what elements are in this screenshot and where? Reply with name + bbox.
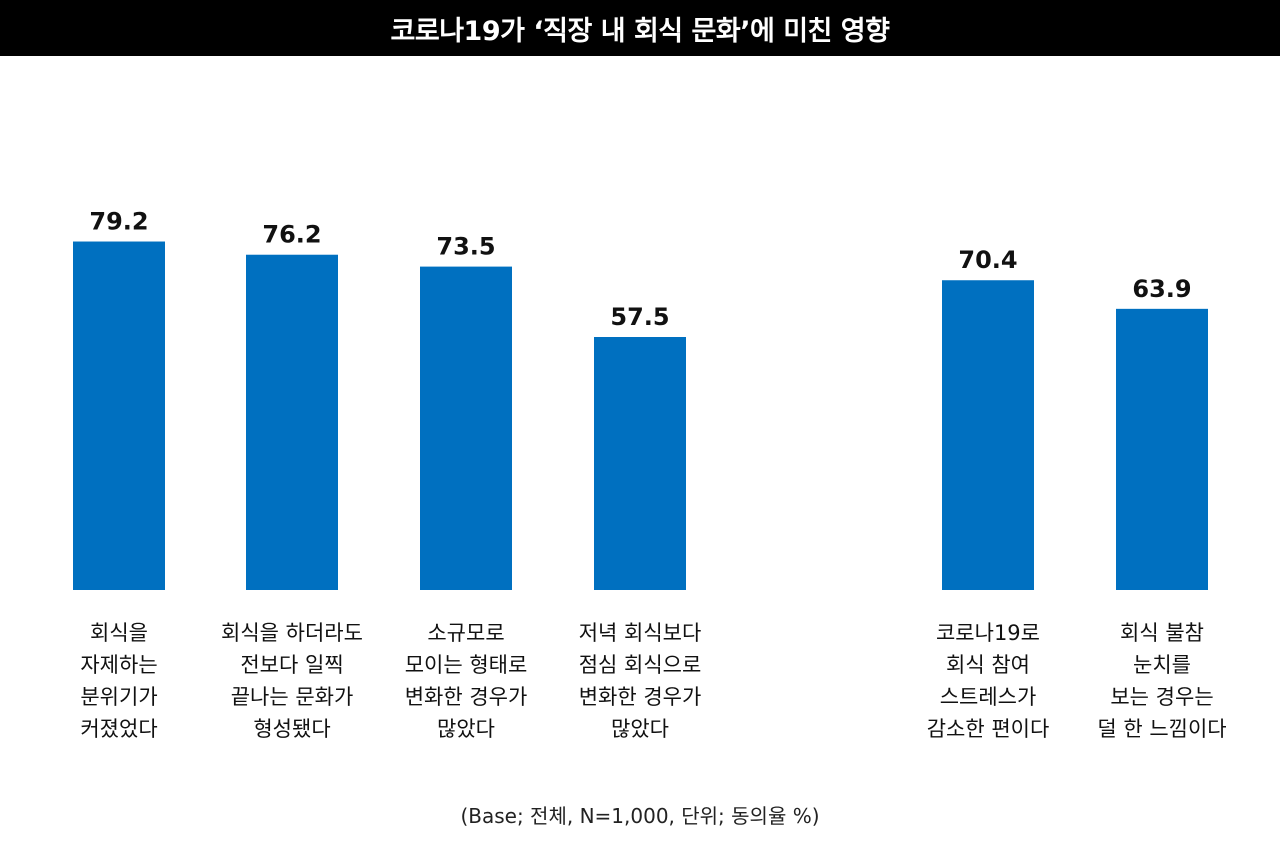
category-label-2: 회식을 하더라도 전보다 일찍 끝나는 문화가 형성됐다 <box>221 621 363 741</box>
category-label-3: 소규모로 모이는 형태로 변화한 경우가 많았다 <box>404 621 528 741</box>
category-label-4: 저녁 회식보다 점심 회식으로 변화한 경우가 많았다 <box>578 621 702 741</box>
bar-6 <box>1116 308 1208 590</box>
bar-1 <box>73 241 165 590</box>
data-label-1: 79.2 <box>89 208 148 236</box>
footnote: (Base; 전체, N=1,000, 단위; 동의율 %) <box>460 804 820 828</box>
data-label-2: 76.2 <box>262 221 321 249</box>
bar-3 <box>420 266 512 590</box>
data-label-5: 70.4 <box>958 246 1017 274</box>
title-bar: 코로나19가 ‘직장 내 회식 문화’에 미친 영향 <box>0 0 1280 56</box>
data-label-4: 57.5 <box>610 303 669 331</box>
data-label-3: 73.5 <box>436 233 495 261</box>
category-label-1: 회식을 자제하는 분위기가 커졌었다 <box>80 621 158 741</box>
data-label-6: 63.9 <box>1132 275 1191 303</box>
bar-2 <box>246 254 338 590</box>
category-label-5: 코로나19로 회식 참여 스트레스가 감소한 편이다 <box>926 621 1050 741</box>
chart-title: 코로나19가 ‘직장 내 회식 문화’에 미친 영향 <box>390 15 890 47</box>
category-label-6: 회식 불참 눈치를 보는 경우는 덜 한 느낌이다 <box>1097 621 1227 741</box>
bar-4 <box>594 337 686 590</box>
bar-5 <box>942 280 1034 590</box>
